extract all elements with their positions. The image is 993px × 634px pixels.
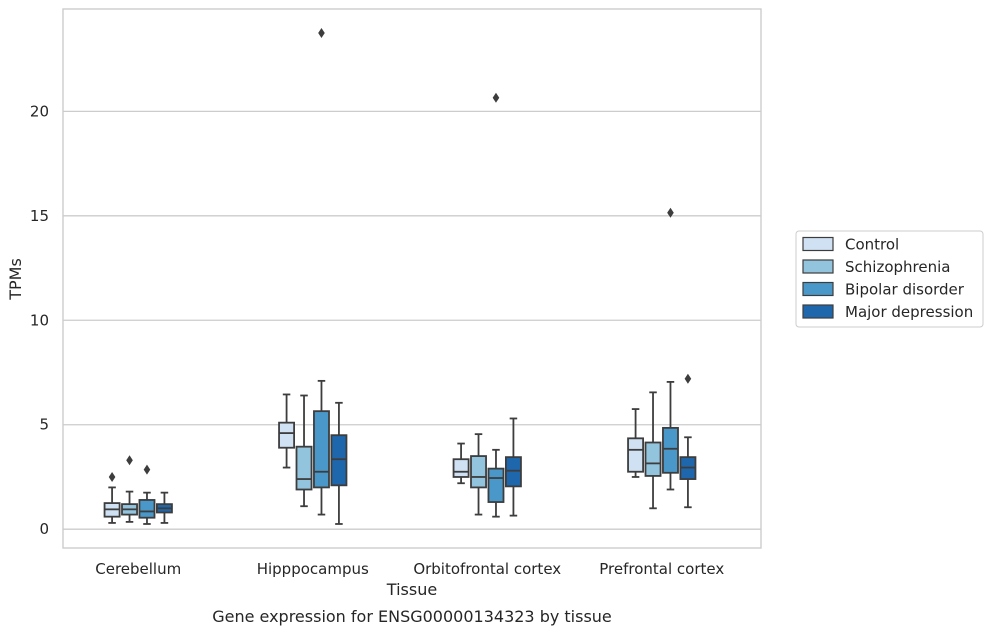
x-tick-label: Prefrontal cortex xyxy=(599,560,724,578)
box-iqr xyxy=(487,467,505,503)
legend-label: Schizophrenia xyxy=(845,258,950,276)
box-3-3 xyxy=(679,373,697,509)
legend-swatch xyxy=(802,236,834,252)
box-iqr xyxy=(330,434,348,487)
outlier-point xyxy=(318,28,325,39)
x-tick-label: Orbitofrontal cortex xyxy=(413,560,561,578)
box-iqr xyxy=(138,499,156,519)
x-axis-label: Tissue xyxy=(386,580,437,599)
box-0-2 xyxy=(138,464,156,525)
box-1-2 xyxy=(313,28,330,516)
grid-lines xyxy=(63,110,761,530)
x-tick-label: Hipppocampus xyxy=(257,560,369,578)
box-1-1 xyxy=(295,394,313,508)
y-axis-label: TPMs xyxy=(6,258,25,301)
x-tick-label: Cerebellum xyxy=(95,560,181,578)
box-1-3 xyxy=(330,401,348,525)
legend-swatch xyxy=(802,304,834,319)
y-tick-label: 15 xyxy=(30,207,49,225)
outlier-point xyxy=(492,92,500,103)
legend: Control Schizophrenia Bipolar disorder Majo… xyxy=(795,230,984,328)
box-2-1 xyxy=(470,433,487,516)
legend-entry: Bipolar disorder xyxy=(802,281,965,299)
box-iqr xyxy=(452,458,470,478)
y-tick-label: 10 xyxy=(30,311,49,329)
y-tick-label: 5 xyxy=(39,416,49,434)
box-0-0 xyxy=(103,471,121,524)
legend-frame xyxy=(795,230,984,328)
box-3-2 xyxy=(662,207,679,491)
box-3-0 xyxy=(627,408,644,478)
x-tick-labels: Cerebellum Hipppocampus Orbitofrontal cort… xyxy=(95,560,724,578)
box-0-1 xyxy=(121,455,138,523)
legend-entry: Schizophrenia xyxy=(802,258,950,276)
box-iqr xyxy=(470,455,487,489)
box-2-0 xyxy=(452,442,470,485)
box-iqr xyxy=(627,437,644,473)
outlier-point xyxy=(126,455,133,466)
outlier-point xyxy=(684,373,692,384)
box-3-1 xyxy=(644,391,662,510)
chart-caption: Gene expression for ENSG00000134323 by t… xyxy=(212,607,612,626)
plot-frame xyxy=(62,8,762,549)
box-0-3 xyxy=(155,491,173,524)
outlier-point xyxy=(143,464,151,475)
box-2-2 xyxy=(487,92,505,518)
box-2-3 xyxy=(504,417,522,517)
legend-label: Major depression xyxy=(845,303,973,321)
y-tick-labels: 0 5 10 15 20 xyxy=(30,102,49,538)
box-iqr xyxy=(278,421,295,449)
box-1-0 xyxy=(278,393,295,469)
box-iqr xyxy=(295,445,313,491)
legend-label: Control xyxy=(845,236,899,254)
legend-items: Control Schizophrenia Bipolar disorder Majo… xyxy=(802,236,973,321)
y-tick-label: 0 xyxy=(39,520,49,538)
legend-entry: Major depression xyxy=(802,303,973,321)
legend-swatch xyxy=(802,281,834,297)
legend-label: Bipolar disorder xyxy=(845,281,965,299)
box-groups xyxy=(103,28,697,525)
outlier-point xyxy=(108,471,116,482)
outlier-point xyxy=(667,207,674,218)
box-iqr xyxy=(662,426,679,474)
legend-swatch xyxy=(802,259,834,274)
box-iqr xyxy=(644,441,662,477)
box-iqr xyxy=(313,410,330,489)
y-tick-label: 20 xyxy=(30,102,49,120)
legend-entry: Control xyxy=(802,236,899,254)
box-iqr xyxy=(504,456,522,488)
